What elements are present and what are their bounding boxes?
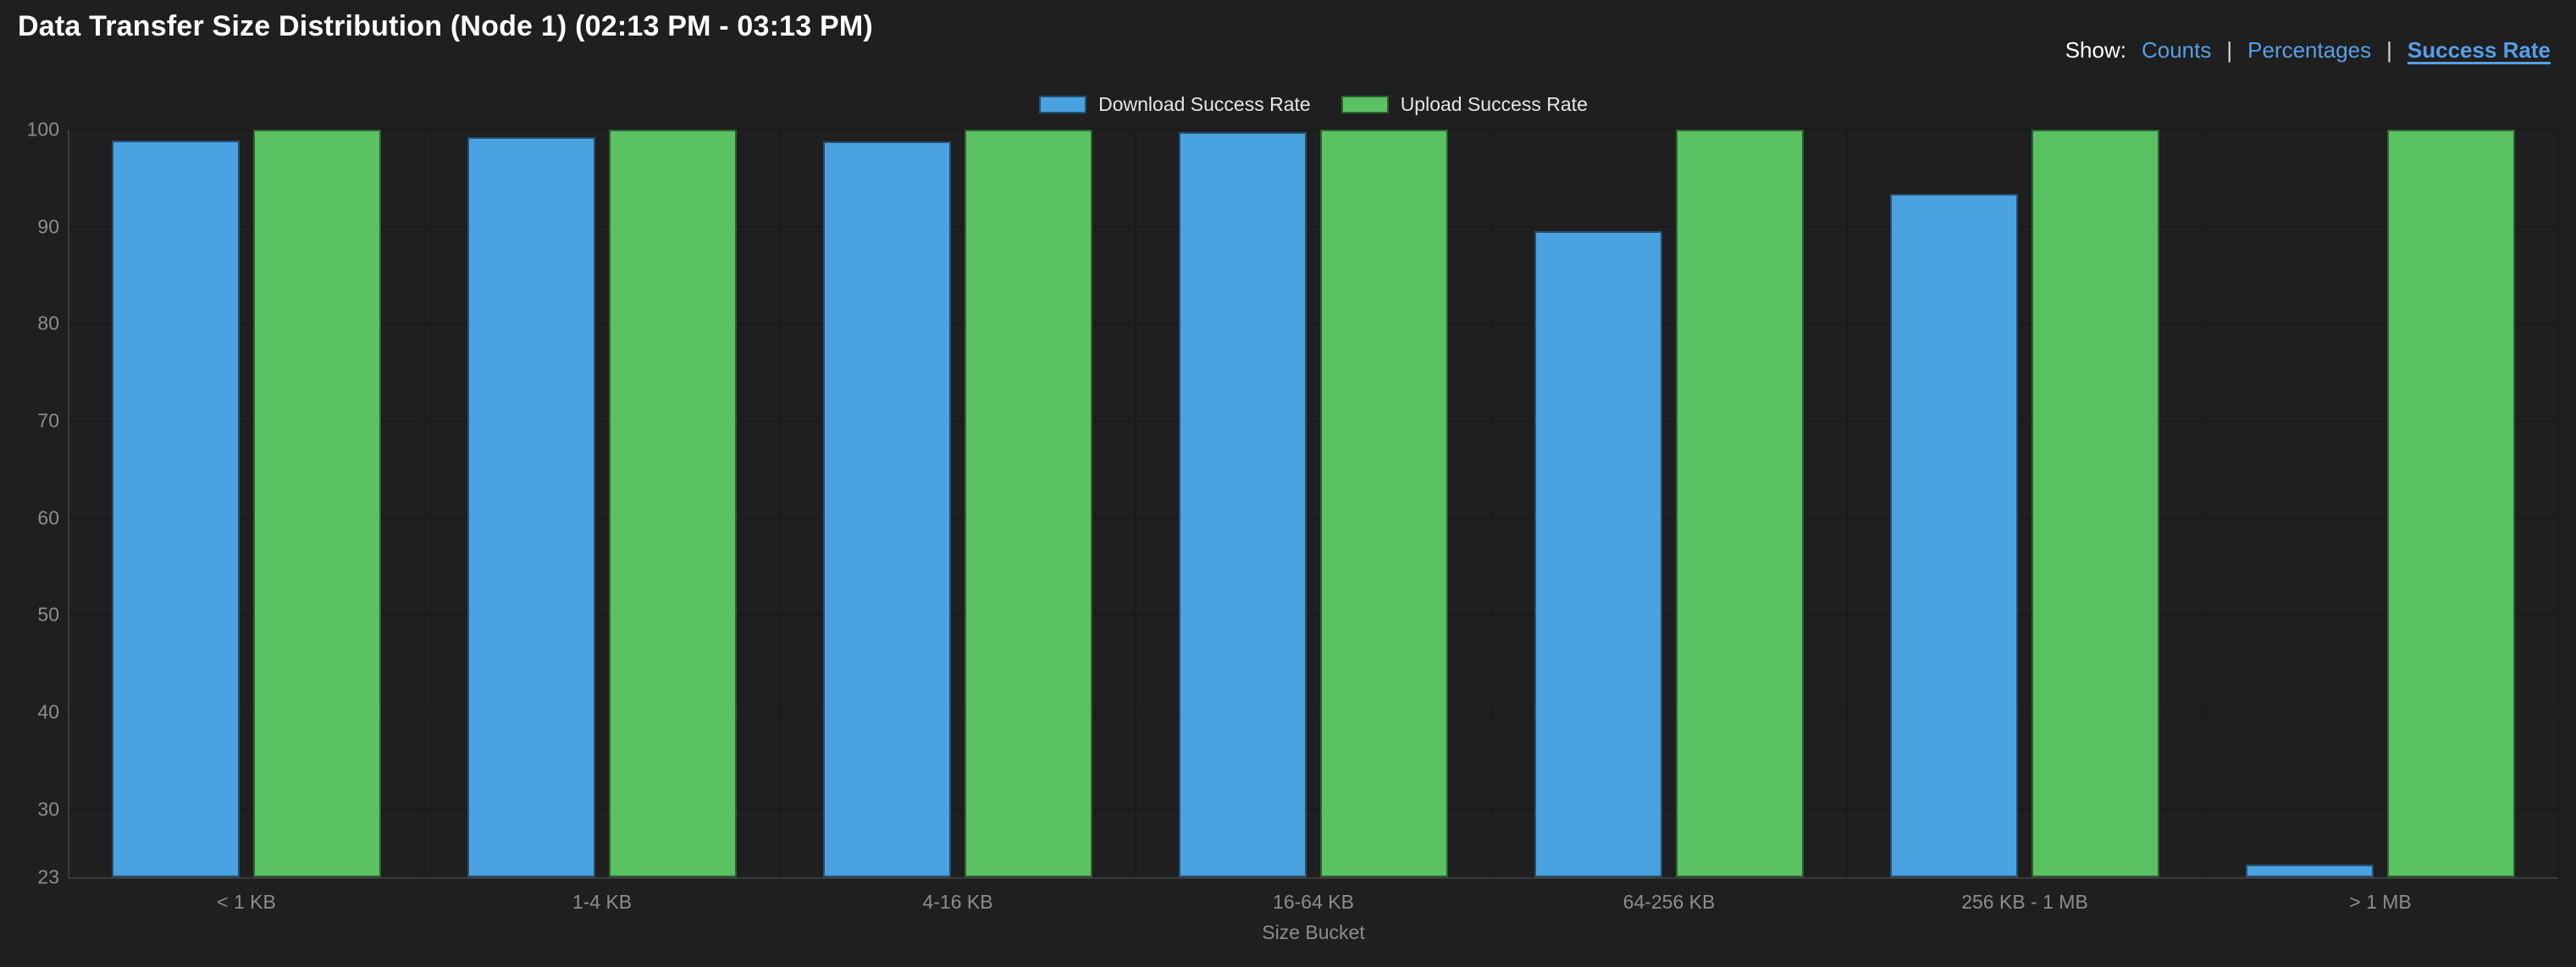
bar-upload[interactable]	[965, 130, 1092, 877]
y-axis-tick-label: 70	[37, 409, 59, 432]
y-gridline	[69, 129, 2558, 130]
x-gridline	[2202, 130, 2203, 877]
show-separator: |	[2226, 37, 2233, 63]
y-gridline	[69, 808, 2558, 810]
bar-upload[interactable]	[2032, 130, 2159, 877]
legend-label-upload: Upload Success Rate	[1400, 93, 1588, 115]
bar-download[interactable]	[112, 140, 240, 877]
x-gridline	[1490, 130, 1492, 877]
legend-label-download: Download Success Rate	[1098, 93, 1311, 115]
y-axis-tick-label: 30	[37, 798, 59, 821]
x-axis-tick-label: 1-4 KB	[572, 891, 633, 913]
show-label: Show:	[2065, 37, 2126, 63]
bar-download[interactable]	[1534, 231, 1662, 877]
legend-item-upload[interactable]: Upload Success Rate	[1341, 93, 1588, 116]
x-axis-tick-label: 256 KB - 1 MB	[1961, 891, 2088, 913]
x-axis-tick-label: < 1 KB	[217, 891, 276, 913]
x-axis-tick-label: > 1 MB	[2349, 891, 2412, 913]
x-axis-title: Size Bucket	[1262, 921, 1365, 943]
x-gridline	[423, 130, 425, 877]
legend-item-download[interactable]: Download Success Rate	[1039, 93, 1311, 116]
show-option-success-rate[interactable]: Success Rate	[2407, 37, 2551, 63]
x-gridline	[1846, 130, 1848, 877]
y-gridline	[69, 420, 2558, 423]
bar-download[interactable]	[467, 137, 595, 877]
y-gridline	[69, 614, 2558, 616]
show-option-percentages[interactable]: Percentages	[2247, 37, 2372, 63]
y-axis-tick-label: 50	[37, 603, 59, 626]
bar-download[interactable]	[2246, 865, 2374, 877]
chart-title: Data Transfer Size Distribution (Node 1)…	[18, 10, 873, 42]
y-axis-tick-label: 100	[26, 118, 59, 141]
bar-download[interactable]	[1890, 193, 2018, 877]
bar-download[interactable]	[823, 141, 951, 877]
x-gridline	[1135, 130, 1136, 877]
y-axis-tick-label: 90	[37, 215, 59, 238]
bar-upload[interactable]	[1320, 130, 1448, 877]
x-axis-tick-label: 4-16 KB	[922, 891, 993, 913]
bar-download[interactable]	[1179, 132, 1307, 877]
x-axis-tick-label: 64-256 KB	[1622, 891, 1716, 913]
x-gridline	[2557, 130, 2559, 877]
y-axis-tick-label: 80	[37, 312, 59, 334]
y-gridline	[69, 517, 2558, 519]
bar-upload[interactable]	[2387, 130, 2515, 877]
x-gridline	[779, 130, 781, 877]
x-axis-line	[69, 877, 2558, 879]
bar-upload[interactable]	[609, 130, 737, 877]
y-gridline	[69, 225, 2558, 228]
y-axis-tick-label: 23	[37, 865, 59, 888]
show-option-counts[interactable]: Counts	[2141, 37, 2212, 63]
y-gridline	[69, 323, 2558, 325]
bar-upload[interactable]	[253, 130, 381, 877]
x-axis-tick-label: 16-64 KB	[1273, 891, 1354, 913]
show-separator: |	[2386, 37, 2392, 63]
y-axis-tick-label: 60	[37, 506, 59, 529]
show-controls: Show: Counts | Percentages | Success Rat…	[2065, 37, 2551, 64]
y-axis-tick-label: 40	[37, 700, 59, 723]
chart-legend: Download Success Rate Upload Success Rat…	[69, 93, 2558, 116]
y-axis-line	[68, 130, 69, 877]
bar-upload[interactable]	[1676, 130, 1804, 877]
y-gridline	[69, 711, 2558, 714]
upload-legend-swatch-icon	[1341, 96, 1389, 113]
download-legend-swatch-icon	[1039, 96, 1087, 113]
